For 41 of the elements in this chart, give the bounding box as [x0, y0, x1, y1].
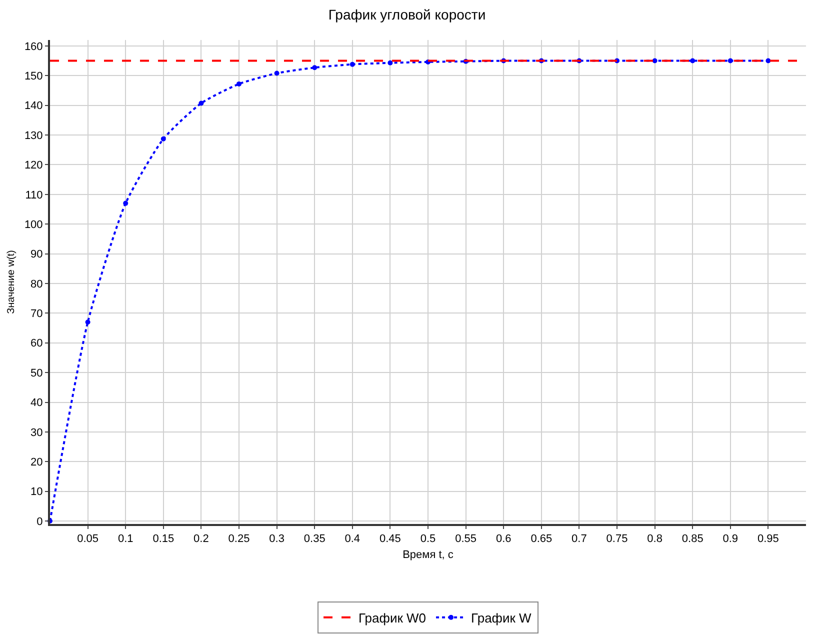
x-tick-label: 0.75	[606, 533, 628, 546]
y-tick-label: 160	[24, 40, 43, 53]
x-tick-label: 0.35	[304, 533, 326, 546]
y-tick-label: 50	[30, 367, 43, 380]
x-tick-label: 0.85	[682, 533, 704, 546]
x-tick-label: 0.15	[152, 533, 174, 546]
x-tick-label: 0.8	[647, 533, 662, 546]
y-tick-label: 10	[30, 486, 43, 498]
x-tick-label: 0.55	[455, 533, 477, 546]
y-tick-label: 90	[30, 248, 43, 261]
y-tick-label: 100	[24, 218, 43, 231]
x-tick-label: 0.1	[118, 533, 134, 546]
x-tick-label: 0.3	[269, 533, 284, 546]
x-tick-label: 0.9	[722, 533, 738, 546]
y-tick-label: 40	[30, 397, 43, 410]
y-tick-label: 0	[36, 516, 43, 528]
y-tick-label: 110	[25, 189, 43, 202]
x-tick-label: 0.45	[379, 533, 401, 546]
chart-title: График угловой корости	[328, 6, 486, 22]
legend-label: График W	[471, 610, 532, 626]
y-tick-label: 60	[30, 338, 43, 350]
x-tick-label: 0.25	[228, 533, 250, 546]
x-axis-title: Время t, с	[402, 548, 454, 561]
y-tick-label: 80	[30, 278, 43, 290]
y-tick-label: 70	[30, 308, 43, 320]
x-tick-label: 0.6	[496, 533, 512, 546]
y-tick-label: 130	[24, 130, 43, 142]
y-tick-label: 120	[24, 160, 43, 172]
x-tick-label: 0.95	[757, 533, 779, 546]
y-tick-label: 30	[30, 426, 43, 439]
y-tick-label: 140	[24, 100, 43, 112]
y-tick-label: 150	[24, 70, 43, 82]
x-tick-label: 0.2	[194, 533, 209, 546]
y-tick-label: 20	[30, 456, 43, 468]
x-tick-label: 0.7	[572, 533, 587, 546]
legend-label: График W0	[358, 610, 426, 626]
x-tick-label: 0.4	[344, 533, 360, 546]
y-axis-title: Значение w(t)	[6, 250, 17, 314]
x-tick-label: 0.5	[420, 533, 436, 546]
x-tick-label: 0.65	[530, 533, 552, 546]
x-tick-label: 0.05	[77, 533, 99, 546]
